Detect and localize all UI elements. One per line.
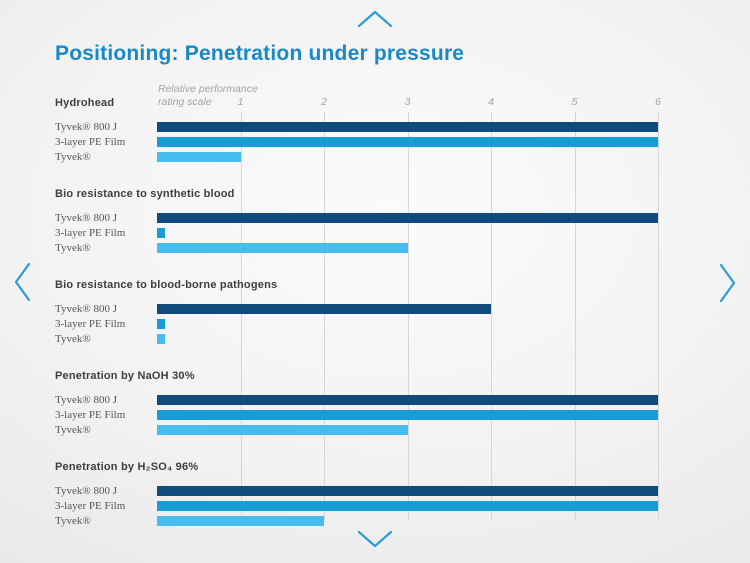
series-label: Tyvek® 800 J (55, 212, 117, 224)
bar (157, 213, 658, 223)
group-label: Penetration by NaOH 30% (55, 370, 195, 382)
axis-tick: 1 (237, 96, 244, 108)
bar (157, 304, 491, 314)
bar (157, 228, 166, 238)
bar-row: Tyvek® 800 J (55, 394, 659, 410)
bar (157, 243, 408, 253)
axis-tick: 4 (488, 96, 494, 108)
bar-row: Tyvek® 800 J (55, 212, 659, 228)
bar-row: Tyvek® 800 J (55, 303, 659, 319)
gridline (324, 112, 325, 520)
series-label: Tyvek® (55, 424, 91, 436)
chevron-down-icon[interactable] (355, 528, 395, 550)
series-label: 3-layer PE Film (55, 136, 126, 148)
chart-group: Hydrohead Tyvek® 800 J 3-layer PE Film Tyve… (55, 97, 659, 167)
series-label: Tyvek® 800 J (55, 121, 117, 133)
chart-group: Penetration by NaOH 30% Tyvek® 800 J 3-lay… (55, 370, 659, 440)
series-label: Tyvek® (55, 333, 91, 345)
axis-tick: 6 (655, 96, 661, 108)
series-label: 3-layer PE Film (55, 500, 126, 512)
group-label: Bio resistance to blood-borne pathogens (55, 279, 278, 291)
chevron-right-icon[interactable] (715, 262, 739, 304)
axis-label-line2: rating scale (158, 96, 212, 108)
bar (157, 137, 658, 147)
series-label: Tyvek® (55, 242, 91, 254)
axis-tick: 2 (321, 96, 327, 108)
gridline (658, 112, 659, 520)
gridline (574, 112, 576, 520)
bar (157, 410, 658, 420)
bar-row: Tyvek® (55, 151, 659, 167)
bar-row: 3-layer PE Film (55, 318, 659, 334)
axis-tick: 5 (571, 96, 578, 108)
bar-row: Tyvek® 800 J (55, 121, 659, 137)
chart-group: Bio resistance to synthetic blood Tyvek® … (55, 188, 659, 258)
bar-row: 3-layer PE Film (55, 136, 659, 152)
group-label: Penetration by H₂SO₄ 96% (55, 461, 199, 473)
series-label: Tyvek® 800 J (55, 394, 117, 406)
series-label: 3-layer PE Film (55, 409, 126, 421)
bar (157, 501, 658, 511)
chevron-left-icon[interactable] (11, 261, 35, 303)
series-label: 3-layer PE Film (55, 318, 126, 330)
page-title: Positioning: Penetration under pressure (55, 42, 465, 65)
bar-row: Tyvek® (55, 242, 659, 258)
gridline (407, 112, 409, 520)
group-label: Bio resistance to synthetic blood (55, 188, 235, 200)
bar-row: 3-layer PE Film (55, 500, 659, 516)
bar-row: 3-layer PE Film (55, 409, 659, 425)
axis-tick: 3 (404, 96, 411, 108)
series-label: Tyvek® (55, 515, 91, 527)
axis-label-line1: Relative performance (158, 83, 258, 95)
gridline (491, 112, 492, 520)
chart-group: Bio resistance to blood-borne pathogens T… (55, 279, 659, 349)
series-label: Tyvek® 800 J (55, 485, 117, 497)
bar (157, 395, 658, 405)
chevron-up-icon[interactable] (355, 8, 395, 30)
bar-row: Tyvek® (55, 424, 659, 440)
bar (157, 486, 658, 496)
gridline (240, 112, 242, 520)
bar-row: 3-layer PE Film (55, 227, 659, 243)
bar (157, 122, 658, 132)
bar-row: Tyvek® (55, 515, 659, 531)
bar (157, 425, 408, 435)
series-label: 3-layer PE Film (55, 227, 126, 239)
bar (157, 516, 324, 526)
group-label: Hydrohead (55, 97, 115, 109)
performance-bar-chart: Relative performance rating scale 1 2 3 4 5 6… (55, 83, 661, 543)
series-label: Tyvek® (55, 151, 91, 163)
bar (157, 152, 241, 162)
chart-groups: Hydrohead Tyvek® 800 J 3-layer PE Film Tyve… (55, 97, 659, 552)
bar (157, 334, 166, 344)
series-label: Tyvek® 800 J (55, 303, 117, 315)
bar (157, 319, 166, 329)
bar-row: Tyvek® (55, 333, 659, 349)
chart-group: Penetration by H₂SO₄ 96% Tyvek® 800 J 3-la… (55, 461, 659, 531)
bar-row: Tyvek® 800 J (55, 485, 659, 501)
